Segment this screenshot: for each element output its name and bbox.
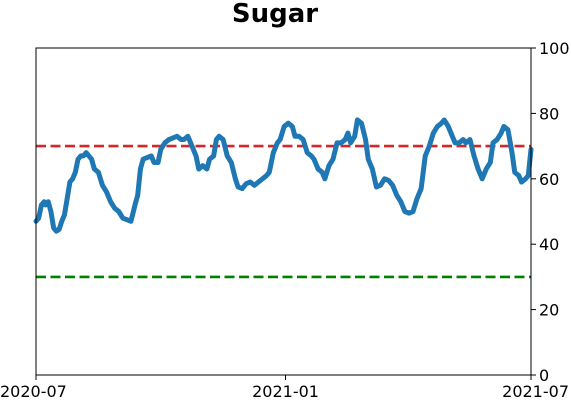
y-tick-label: 60 xyxy=(539,170,559,189)
y-tick-label: 80 xyxy=(539,104,559,123)
y-tick-label: 20 xyxy=(539,301,559,320)
reference-lines xyxy=(36,144,531,279)
plot-frame xyxy=(35,47,532,376)
x-tick-label: 2020-07 xyxy=(0,382,67,401)
x-tick-label: 2021-01 xyxy=(252,382,319,401)
series-line xyxy=(33,117,534,234)
x-axis: 2020-07 2021-01 2021-07 xyxy=(0,375,569,401)
y-tick-label: 0 xyxy=(539,366,549,385)
y-tick-label: 100 xyxy=(539,39,570,58)
x-tick-label: 2021-07 xyxy=(502,382,569,401)
chart-title: Sugar xyxy=(232,0,318,29)
y-tick-label: 40 xyxy=(539,235,559,254)
series-layer xyxy=(33,117,534,234)
y-axis: 0 20 40 60 80 100 xyxy=(531,39,570,385)
